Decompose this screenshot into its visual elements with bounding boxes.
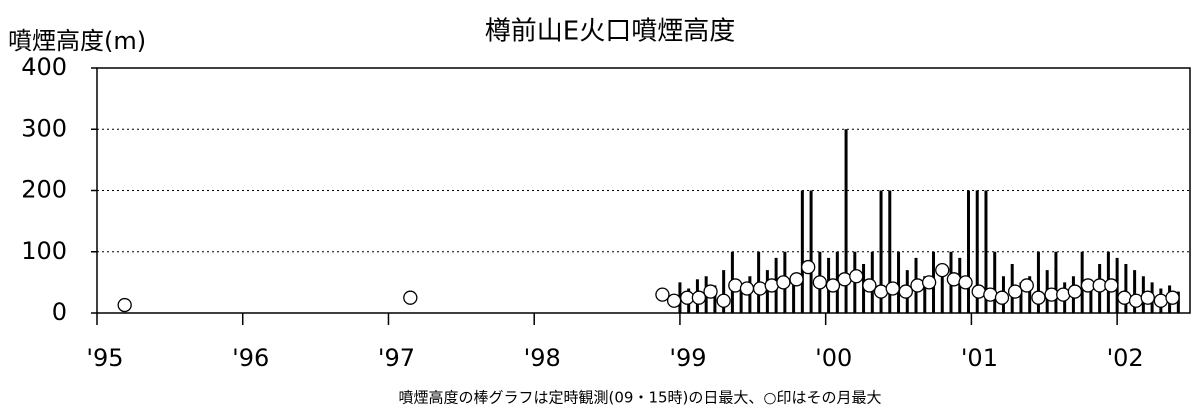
x-tick-label: '02 xyxy=(1107,344,1144,372)
y-tick-label: 100 xyxy=(21,237,67,265)
monthly-max-point xyxy=(1117,290,1132,305)
x-tick-label: '01 xyxy=(961,344,998,372)
monthly-max-point xyxy=(728,278,743,293)
monthly-max-point xyxy=(849,269,864,284)
monthly-max-point xyxy=(703,284,718,299)
monthly-max-point xyxy=(655,287,670,302)
bar xyxy=(975,190,979,313)
monthly-max-point xyxy=(935,262,950,278)
bar xyxy=(1089,282,1093,313)
monthly-max-point xyxy=(666,293,682,308)
monthly-max-point xyxy=(812,275,827,290)
monthly-max-point xyxy=(801,259,816,275)
x-tick-label: '95 xyxy=(86,344,123,372)
bar xyxy=(993,251,997,313)
x-tick-label: '98 xyxy=(524,344,561,372)
monthly-max-point xyxy=(1140,290,1155,305)
x-tick-label: '96 xyxy=(232,344,269,372)
monthly-max-point xyxy=(873,284,889,299)
monthly-max-point xyxy=(983,287,998,302)
monthly-max-point xyxy=(946,272,962,287)
monthly-max-point xyxy=(776,275,791,290)
bar xyxy=(844,129,848,313)
bar xyxy=(940,270,944,313)
monthly-max-point xyxy=(789,272,804,287)
monthly-max-point xyxy=(764,278,779,293)
y-tick-label: 0 xyxy=(52,298,67,326)
bar xyxy=(713,285,717,313)
monthly-max-point xyxy=(898,284,913,299)
y-tick-label: 300 xyxy=(21,114,67,142)
bar xyxy=(1124,264,1128,313)
monthly-max-point xyxy=(885,281,900,296)
monthly-max-point xyxy=(1104,278,1119,293)
monthly-max-point xyxy=(1007,284,1023,299)
bar xyxy=(1019,282,1023,313)
bar xyxy=(1028,276,1032,313)
monthly-max-point xyxy=(958,275,973,290)
monthly-max-point xyxy=(1153,293,1169,308)
x-tick-label: '00 xyxy=(815,344,852,372)
monthly-max-point xyxy=(1067,284,1083,299)
monthly-max-point xyxy=(825,278,841,293)
bar xyxy=(792,276,796,313)
monthly-max-point xyxy=(691,290,707,305)
monthly-max-point xyxy=(1031,290,1046,305)
bar xyxy=(888,190,892,313)
bar xyxy=(897,251,901,313)
monthly-max-point xyxy=(1056,287,1071,302)
x-tick-label: '97 xyxy=(378,344,415,372)
monthly-max-point xyxy=(921,275,937,290)
y-tick-label: 200 xyxy=(21,176,67,204)
footnote: 噴煙高度の棒グラフは定時観測(09・15時)の日最大、○印はその月最大 xyxy=(399,389,882,407)
bar xyxy=(923,276,927,313)
bar xyxy=(800,190,804,313)
monthly-max-point xyxy=(862,278,877,293)
bar xyxy=(809,190,813,313)
y-tick-label: 400 xyxy=(21,53,67,81)
monthly-max-point xyxy=(739,281,755,296)
bar xyxy=(739,288,743,313)
bar xyxy=(984,190,988,313)
monthly-max-point xyxy=(971,284,986,299)
x-tick-label: '99 xyxy=(669,344,706,372)
monthly-max-point xyxy=(117,297,132,313)
plot-frame xyxy=(96,67,1191,314)
monthly-max-point xyxy=(837,272,852,287)
monthly-max-point xyxy=(716,293,731,308)
bar xyxy=(1036,251,1040,313)
monthly-max-point xyxy=(403,290,418,305)
monthly-max-point xyxy=(1019,278,1034,293)
bar xyxy=(722,270,726,313)
bar xyxy=(1176,291,1180,313)
bar xyxy=(1054,251,1058,313)
bar xyxy=(966,190,970,313)
chart-title: 樽前山E火口噴煙高度 xyxy=(485,17,735,47)
bar xyxy=(879,190,883,313)
monthly-max-point xyxy=(994,290,1010,305)
bar xyxy=(1133,270,1137,313)
monthly-max-point xyxy=(752,281,768,296)
monthly-max-point xyxy=(910,278,925,293)
bar xyxy=(765,270,769,313)
y-axis-label: 噴煙高度(m) xyxy=(8,27,146,55)
monthly-max-point xyxy=(1128,293,1144,308)
monthly-max-point xyxy=(1165,290,1180,305)
